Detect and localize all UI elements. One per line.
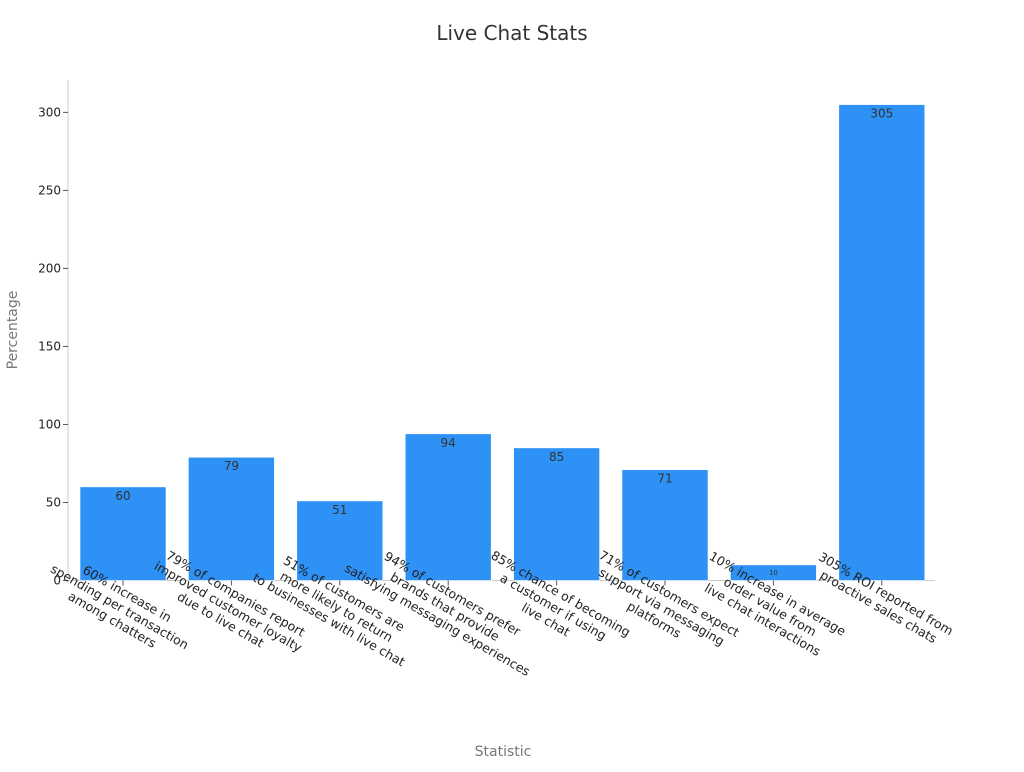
y-tick-label: 0 <box>53 574 61 588</box>
y-axis-label: Percentage <box>5 291 21 370</box>
data-label: 60 <box>115 489 130 503</box>
bar <box>513 447 600 581</box>
bar <box>838 104 926 581</box>
y-tick-label: 300 <box>38 105 61 119</box>
bar <box>296 500 384 581</box>
y-tick-label: 150 <box>38 339 61 353</box>
bar <box>79 486 167 581</box>
y-tick-label: 250 <box>38 183 61 197</box>
data-label: 10 <box>769 569 778 577</box>
data-label: 79 <box>224 459 239 473</box>
x-axis-label: Statistic <box>475 744 532 760</box>
data-label: 85 <box>549 450 564 464</box>
y-tick-label: 100 <box>38 417 61 431</box>
bar <box>404 433 492 581</box>
chart-title: Live Chat Stats <box>436 21 587 45</box>
data-label: 94 <box>441 436 456 450</box>
y-tick-label: 200 <box>38 261 61 275</box>
bars: 60 79 51 94 85 71 10 305 <box>79 104 926 581</box>
data-label: 71 <box>657 472 672 486</box>
data-label: 51 <box>332 503 347 517</box>
y-tick-label: 50 <box>46 495 61 509</box>
bar <box>188 456 275 581</box>
data-label: 305 <box>870 107 893 121</box>
bar <box>621 469 709 581</box>
